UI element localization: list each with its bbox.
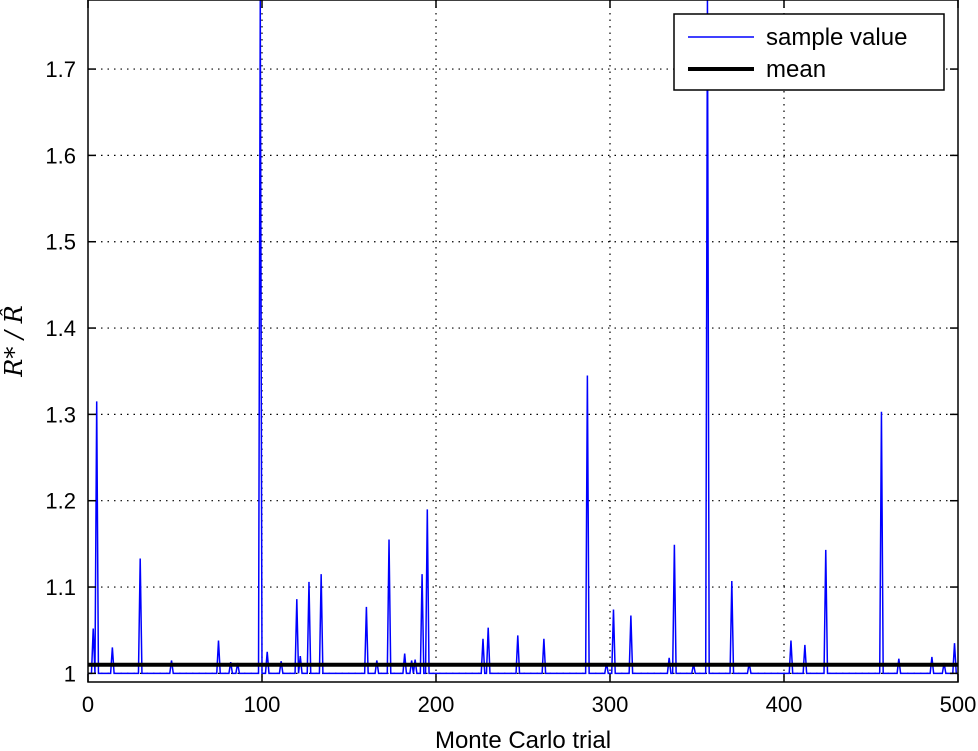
y-tick-label: 1.7 xyxy=(45,57,76,82)
x-axis-label: Monte Carlo trial xyxy=(435,727,611,751)
y-tick-label: 1.1 xyxy=(45,575,76,600)
y-tick-label: 1.6 xyxy=(45,143,76,168)
legend-mean-label: mean xyxy=(766,56,826,83)
y-tick-label: 1.2 xyxy=(45,489,76,514)
series-group xyxy=(88,0,958,675)
y-tick-label: 1.3 xyxy=(45,402,76,427)
y-axis-label: R* / R̂ xyxy=(0,305,28,377)
x-tick-label: 500 xyxy=(940,692,977,717)
x-tick-label: 0 xyxy=(82,692,94,717)
y-tick-label: 1 xyxy=(64,661,76,686)
legend: sample value mean xyxy=(673,13,945,91)
y-tick-label: 1.4 xyxy=(45,316,76,341)
ticks xyxy=(87,0,959,682)
sample-value-line xyxy=(88,0,958,675)
y-tick-label: 1.5 xyxy=(45,230,76,255)
tick-labels: 0 100 200 300 400 500 1 1.1 1.2 1.3 1.4 1.5 1.6 1.7 xyxy=(45,57,976,717)
legend-box xyxy=(673,13,945,91)
grid xyxy=(88,0,958,682)
x-tick-label: 200 xyxy=(418,692,455,717)
plot-frame xyxy=(87,0,959,683)
x-tick-label: 400 xyxy=(766,692,803,717)
legend-sample-value-label: sample value xyxy=(766,24,907,51)
x-tick-label: 100 xyxy=(244,692,281,717)
x-tick-label: 300 xyxy=(592,692,629,717)
